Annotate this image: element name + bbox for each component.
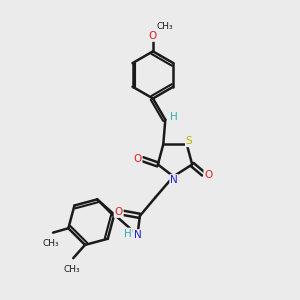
Text: CH₃: CH₃ bbox=[157, 22, 173, 31]
Text: N: N bbox=[170, 175, 178, 185]
Text: N: N bbox=[134, 230, 141, 240]
Text: O: O bbox=[115, 207, 123, 217]
Text: CH₃: CH₃ bbox=[42, 239, 59, 248]
Text: H: H bbox=[170, 112, 177, 122]
Text: CH₃: CH₃ bbox=[64, 265, 80, 274]
Text: O: O bbox=[134, 154, 142, 164]
Text: O: O bbox=[204, 170, 212, 180]
Text: O: O bbox=[149, 31, 157, 41]
Text: H: H bbox=[124, 229, 132, 238]
Text: S: S bbox=[186, 136, 192, 146]
